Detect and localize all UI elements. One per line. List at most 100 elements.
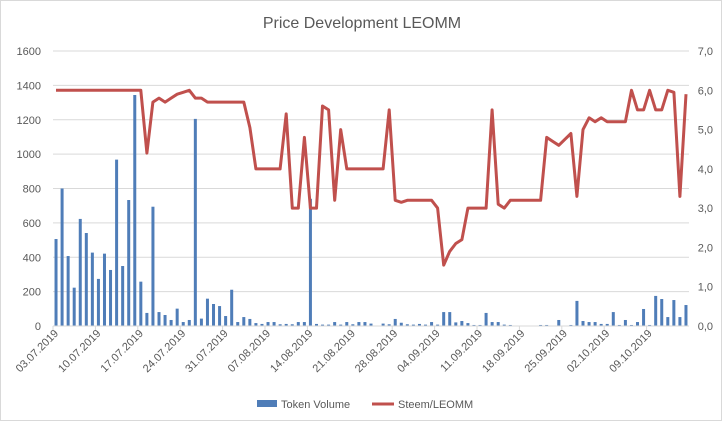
- left-axis-tick-label: 1600: [17, 46, 41, 58]
- volume-bar: [339, 324, 343, 326]
- volume-bar: [175, 308, 179, 326]
- volume-bar: [169, 319, 173, 326]
- gridlines: [53, 50, 689, 293]
- right-axis-tick-label: 2,0: [698, 242, 713, 254]
- volume-bar: [248, 318, 252, 326]
- x-axis-tick-label: 04.09.2019: [395, 328, 442, 375]
- volume-bar: [139, 281, 143, 326]
- volume-bar: [654, 295, 658, 326]
- volume-bar: [411, 324, 415, 326]
- legend-label-steem-leomm: Steem/LEOMM: [398, 399, 473, 411]
- volume-bar: [417, 323, 421, 326]
- volume-bar: [314, 323, 318, 326]
- x-axis-tick-label: 02.10.2019: [565, 328, 612, 375]
- volume-bar: [151, 206, 155, 326]
- volume-bar: [78, 218, 82, 326]
- x-axis-tick-label: 09.10.2019: [607, 328, 654, 375]
- volume-bar: [66, 256, 70, 326]
- volume-bar: [72, 287, 76, 326]
- legend: Token Volume Steem/LEOMM: [257, 399, 473, 411]
- volume-bar: [302, 322, 306, 326]
- volume-bar: [351, 324, 355, 326]
- x-axis-tick-label: 03.07.2019: [14, 328, 61, 375]
- volume-bar: [224, 316, 228, 326]
- volume-bar: [666, 317, 670, 326]
- right-axis-tick-label: 4,0: [698, 164, 713, 176]
- left-axis-ticks: 0 200 400 600 800 1000 1200 1400 1600: [17, 46, 41, 333]
- volume-bar: [484, 312, 488, 326]
- x-axis-tick-label: 17.07.2019: [99, 328, 146, 375]
- volume-bar: [605, 323, 609, 326]
- volume-bar: [290, 324, 294, 326]
- volume-bar: [121, 266, 125, 326]
- volume-bar: [593, 322, 597, 326]
- volume-bar: [387, 324, 391, 326]
- x-axis-tick-label: 11.09.2019: [438, 328, 485, 375]
- right-axis-tick-label: 1,0: [698, 282, 713, 294]
- volume-bar: [278, 324, 282, 326]
- volume-bar: [296, 322, 300, 326]
- x-axis-tick-label: 21.08.2019: [311, 328, 358, 375]
- volume-bar: [308, 198, 312, 326]
- volume-bar: [496, 322, 500, 326]
- volume-bar: [442, 312, 446, 326]
- volume-bar: [205, 298, 209, 326]
- volume-bar: [569, 324, 573, 326]
- volume-bar: [266, 322, 270, 326]
- volume-bar: [321, 324, 325, 326]
- price-line-series: [55, 88, 688, 267]
- volume-bar: [230, 289, 234, 326]
- volume-bar: [502, 324, 506, 326]
- left-axis-tick-label: 600: [23, 218, 41, 230]
- left-axis-tick-label: 1200: [17, 115, 41, 127]
- volume-bar: [629, 324, 633, 326]
- volume-bar: [642, 308, 646, 326]
- volume-bar: [436, 324, 440, 326]
- volume-bar: [54, 239, 58, 326]
- volume-bar: [587, 322, 591, 326]
- volume-bar: [448, 312, 452, 326]
- volume-bar: [84, 233, 88, 326]
- volume-bar: [163, 315, 167, 326]
- right-axis-tick-label: 7,0: [698, 46, 713, 58]
- x-axis-tick-label: 24.07.2019: [141, 328, 188, 375]
- volume-bar: [272, 322, 276, 326]
- left-axis-tick-label: 200: [23, 287, 41, 299]
- right-axis-tick-label: 6,0: [698, 85, 713, 97]
- volume-bar: [599, 323, 603, 326]
- x-axis-tick-label: 31.07.2019: [183, 328, 230, 375]
- volume-bar: [327, 324, 331, 326]
- right-axis-tick-label: 0,0: [698, 321, 713, 333]
- left-axis-tick-label: 0: [35, 321, 41, 333]
- volume-bar: [490, 322, 494, 326]
- volume-bar: [90, 252, 94, 326]
- volume-bar: [636, 322, 640, 326]
- volume-bar: [539, 324, 543, 326]
- volume-bar: [472, 324, 476, 326]
- legend-swatch-token-volume: [257, 400, 277, 407]
- volume-bar: [454, 322, 458, 326]
- volume-bar: [260, 323, 264, 326]
- volume-bar: [333, 322, 337, 326]
- volume-bar: [575, 300, 579, 326]
- volume-bar: [187, 319, 191, 326]
- volume-bar: [242, 317, 246, 326]
- volume-bar: [617, 324, 621, 326]
- volume-bar: [218, 306, 222, 326]
- volume-bar: [466, 323, 470, 326]
- x-axis-tick-label: 10.07.2019: [56, 328, 103, 375]
- volume-bar: [145, 312, 149, 326]
- volume-bar: [405, 324, 409, 326]
- volume-bar: [157, 312, 161, 326]
- x-axis-ticks: 03.07.201910.07.201917.07.201924.07.2019…: [14, 326, 655, 375]
- volume-bar: [284, 323, 288, 326]
- legend-label-token-volume: Token Volume: [281, 399, 350, 411]
- x-axis-tick-label: 18.09.2019: [480, 328, 527, 375]
- volume-bar: [127, 200, 131, 326]
- volume-bar: [430, 322, 434, 326]
- volume-bar: [623, 319, 627, 326]
- volume-bar: [581, 321, 585, 326]
- volume-bar: [545, 324, 549, 326]
- volume-bar: [369, 323, 373, 326]
- volume-bar: [345, 322, 349, 326]
